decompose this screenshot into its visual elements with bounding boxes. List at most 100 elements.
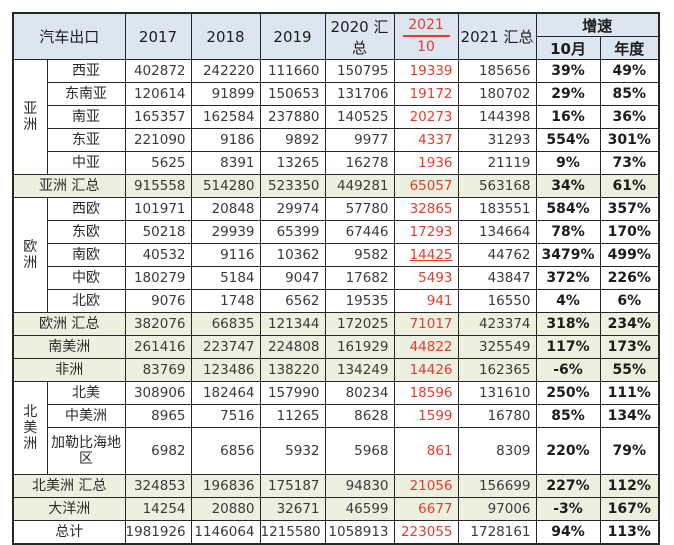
- year-value-cell: 324853: [124, 474, 192, 498]
- year-value-cell: 5625: [124, 151, 192, 175]
- year-value-cell: 9977: [324, 128, 395, 152]
- year-value-cell: 67446: [324, 220, 395, 244]
- growth-oct-cell: 39%: [535, 59, 601, 83]
- growth-year-cell: 79%: [599, 427, 660, 475]
- year-value-cell: 150653: [259, 82, 326, 106]
- growth-oct-cell: 227%: [535, 474, 601, 498]
- year-value-cell: 83769: [124, 358, 192, 382]
- year-value-cell: 915558: [124, 174, 192, 198]
- year-value-cell: 6856: [190, 427, 261, 475]
- year-value-cell: 91899: [190, 82, 261, 106]
- row-label: 西欧: [46, 197, 126, 221]
- year-value-cell: 57780: [324, 197, 395, 221]
- summary-row: 北美洲 汇总 324853 196836 175187 94830 21056 156699…: [12, 474, 660, 498]
- growth-oct-cell: 34%: [535, 174, 601, 198]
- year-value-cell: 402872: [124, 59, 192, 83]
- year-value-cell: 182464: [190, 381, 261, 405]
- year-value-cell: 224808: [259, 335, 326, 359]
- growth-year-cell: 111%: [599, 381, 660, 405]
- growth-oct-cell: 94%: [535, 520, 601, 545]
- table-row: 南欧 40532 9116 10362 9582 14425 44762 3479% 499%: [13, 243, 660, 267]
- total-row: 总计 1981926 1146064 1215580 1058913 223055 1728…: [12, 520, 660, 545]
- year-value-cell: 65399: [259, 220, 326, 244]
- growth-year-cell: 6%: [599, 289, 660, 313]
- year-value-cell: 10362: [259, 243, 326, 267]
- year-value-cell: 16550: [457, 289, 537, 313]
- table-row: 中亚 5625 8391 13265 16278 1936 21119 9% 73%: [13, 151, 660, 175]
- month-value-cell: 21056: [393, 474, 459, 498]
- year-value-cell: 162584: [190, 105, 261, 129]
- month-value-cell: 1936: [393, 151, 459, 175]
- year-value-cell: 94830: [324, 474, 395, 498]
- year-value-cell: 8628: [324, 404, 395, 428]
- row-label: 中美洲: [46, 404, 126, 428]
- month-value-cell: 6677: [393, 497, 459, 521]
- growth-year-cell: 226%: [599, 266, 660, 290]
- year-value-cell: 134249: [324, 358, 395, 382]
- year-value-cell: 196836: [190, 474, 261, 498]
- year-value-cell: 5184: [190, 266, 261, 290]
- growth-oct-cell: 16%: [535, 105, 601, 129]
- row-label: 北美: [46, 381, 126, 405]
- growth-year-cell: 301%: [599, 128, 660, 152]
- growth-oct-cell: -6%: [535, 358, 601, 382]
- growth-oct-cell: 554%: [535, 128, 601, 152]
- year-value-cell: 242220: [190, 59, 261, 83]
- year-value-cell: 172025: [324, 312, 395, 336]
- month-value-cell: 861: [393, 427, 459, 475]
- auto-export-table: 汽车出口 2017 2018 2019 2020 汇总 2021 10 2021…: [12, 12, 661, 545]
- table-row: 东欧 50218 29939 65399 67446 17293 134664 78% 170%: [13, 220, 660, 244]
- row-label: 西亚: [46, 59, 126, 83]
- year-value-cell: 9186: [190, 128, 261, 152]
- month-value-cell: 19339: [393, 59, 459, 83]
- row-label: 南亚: [46, 105, 126, 129]
- growth-oct-cell: 85%: [535, 404, 601, 428]
- summary-row: 亚洲 汇总 915558 514280 523350 449281 65057 563168…: [12, 174, 660, 198]
- col-header-2020-total: 2020 汇总: [324, 12, 395, 60]
- growth-year-cell: 55%: [599, 358, 660, 382]
- region-group-cell: 欧洲: [12, 197, 48, 313]
- table-row: 亚洲西亚 402872 242220 111660 150795 19339 185656 3…: [12, 59, 660, 175]
- growth-year-cell: 61%: [599, 174, 660, 198]
- year-value-cell: 50218: [124, 220, 192, 244]
- year-value-cell: 161929: [324, 335, 395, 359]
- year-value-cell: 514280: [190, 174, 261, 198]
- growth-oct-cell: 9%: [535, 151, 601, 175]
- year-value-cell: 13265: [259, 151, 326, 175]
- summary-row: 南美洲 261416 223747 224808 161929 44822 325549 11…: [12, 335, 660, 359]
- year-value-cell: 9582: [324, 243, 395, 267]
- col-header-2021-total: 2021 汇总: [457, 12, 537, 60]
- growth-year-cell: 170%: [599, 220, 660, 244]
- year-value-cell: 6562: [259, 289, 326, 313]
- year-value-cell: 14254: [124, 497, 192, 521]
- year-value-cell: 9892: [259, 128, 326, 152]
- growth-year-cell: 167%: [599, 497, 660, 521]
- year-value-cell: 523350: [259, 174, 326, 198]
- year-value-cell: 237880: [259, 105, 326, 129]
- year-value-cell: 17682: [324, 266, 395, 290]
- header-month-label: 10: [417, 39, 435, 55]
- growth-year-cell: 85%: [599, 82, 660, 106]
- year-value-cell: 8391: [190, 151, 261, 175]
- growth-oct-cell: 220%: [535, 427, 601, 475]
- year-value-cell: 131706: [324, 82, 395, 106]
- row-label: 南美洲: [12, 335, 126, 359]
- month-value-cell: 32865: [393, 197, 459, 221]
- growth-oct-cell: 318%: [535, 312, 601, 336]
- year-value-cell: 162365: [457, 358, 537, 382]
- table-row: 北美洲北美 308906 182464 157990 80234 18596 131610 2…: [12, 381, 660, 475]
- year-value-cell: 1058913: [324, 520, 395, 545]
- row-label: 东南亚: [46, 82, 126, 106]
- year-value-cell: 20880: [190, 497, 261, 521]
- row-label: 东欧: [46, 220, 126, 244]
- year-value-cell: 111660: [259, 59, 326, 83]
- year-value-cell: 157990: [259, 381, 326, 405]
- table-row: 中欧 180279 5184 9047 17682 5493 43847 372% 226%: [13, 266, 660, 290]
- year-value-cell: 29974: [259, 197, 326, 221]
- growth-oct-cell: 117%: [535, 335, 601, 359]
- month-value-cell: 1599: [393, 404, 459, 428]
- year-value-cell: 16780: [457, 404, 537, 428]
- year-value-cell: 180702: [457, 82, 537, 106]
- row-label: 欧洲 汇总: [12, 312, 126, 336]
- year-value-cell: 19535: [324, 289, 395, 313]
